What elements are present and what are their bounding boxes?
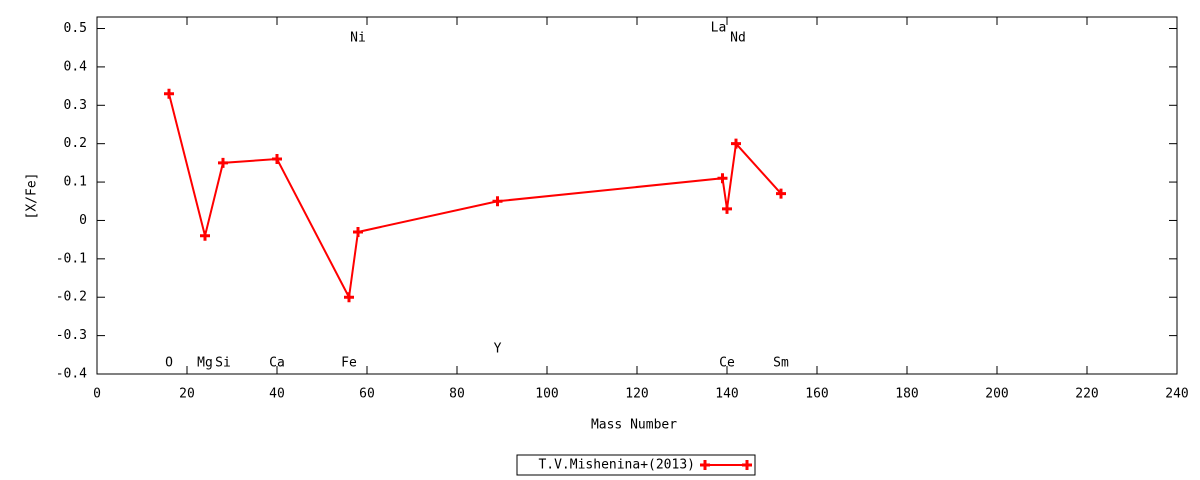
element-label: Ca — [269, 356, 285, 371]
marker — [353, 226, 363, 237]
y-tick-label: 0.3 — [64, 98, 87, 113]
element-label: O — [165, 356, 173, 371]
x-tick-label: 0 — [93, 387, 101, 402]
x-tick-label: 200 — [985, 387, 1008, 402]
x-tick-label: 180 — [895, 387, 918, 402]
marker — [722, 203, 732, 214]
element-label: Mg — [197, 356, 213, 371]
y-tick-label: -0.2 — [56, 290, 87, 305]
x-tick-label: 160 — [805, 387, 828, 402]
element-label: Ce — [719, 356, 735, 371]
plot-frame — [96, 16, 1178, 375]
y-tick-label: 0.1 — [64, 175, 87, 190]
x-axis-label: Mass Number — [591, 418, 677, 433]
x-tick-label: 60 — [359, 387, 375, 402]
legend-marker — [700, 460, 752, 470]
marker — [492, 196, 503, 207]
x-tick-label: 220 — [1075, 387, 1098, 402]
y-tick-label: 0.2 — [64, 136, 87, 151]
y-tick-label: 0.4 — [64, 59, 88, 74]
element-label: Nd — [730, 31, 746, 46]
legend-box — [516, 454, 756, 476]
element-label: Y — [494, 342, 502, 357]
marker — [200, 230, 210, 241]
marker — [218, 157, 228, 168]
element-label: Si — [215, 356, 231, 371]
y-tick-label: -0.1 — [56, 251, 87, 266]
marker — [731, 138, 741, 149]
element-label: Fe — [341, 356, 357, 371]
marker — [164, 88, 174, 99]
marker — [344, 292, 354, 303]
marker — [272, 154, 282, 165]
y-tick-label: -0.3 — [56, 328, 87, 343]
element-label: La — [711, 21, 727, 36]
y-tick-label: -0.4 — [56, 367, 87, 382]
y-tick-label: 0.5 — [64, 21, 87, 36]
series-line — [168, 93, 782, 301]
element-label: Sm — [773, 356, 789, 371]
marker — [717, 173, 728, 184]
y-tick-label: 0 — [79, 213, 87, 228]
x-tick-label: 140 — [715, 387, 738, 402]
x-tick-label: 40 — [269, 387, 285, 402]
x-tick-label: 120 — [625, 387, 648, 402]
x-tick-label: 240 — [1165, 387, 1188, 402]
x-tick-label: 100 — [535, 387, 558, 402]
element-label: Ni — [350, 31, 366, 46]
legend-label: T.V.Mishenina+(2013) — [538, 458, 695, 473]
y-axis-label: [X/Fe] — [25, 173, 40, 220]
x-tick-label: 80 — [449, 387, 465, 402]
x-tick-label: 20 — [179, 387, 195, 402]
marker — [776, 188, 786, 199]
